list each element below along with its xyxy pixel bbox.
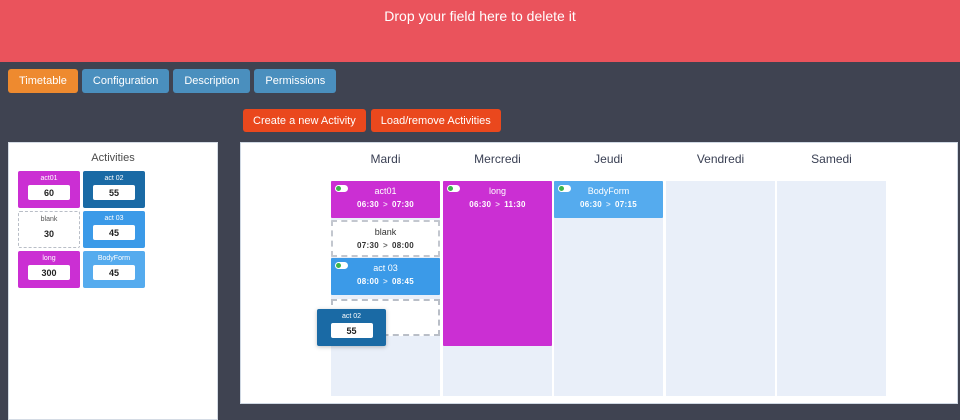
load-remove-activities-button[interactable]: Load/remove Activities: [370, 109, 501, 132]
dragging-activity-card-act-02[interactable]: act 02 55: [317, 309, 386, 346]
day-header-samedi: Samedi: [811, 152, 852, 166]
event-act01[interactable]: act01 06:30 >07:30: [331, 181, 440, 218]
tab-bar: Timetable Configuration Description Permiss…: [8, 69, 337, 93]
time-separator: >: [383, 277, 388, 286]
timetable-panel: Mardi act01 06:30 >07:30 blank 07:30 >08:00 act…: [240, 142, 958, 404]
event-end-time: 08:45: [391, 277, 414, 286]
day-header-mardi: Mardi: [370, 152, 401, 166]
activity-card-long[interactable]: long 300: [18, 251, 80, 288]
day-column-mercredi[interactable]: long 06:30 >11:30: [443, 181, 552, 396]
activities-panel: Activities act01 60 act 02 55 blank 30 act 03 4…: [8, 142, 218, 420]
toggle-switch-icon[interactable]: [335, 262, 348, 269]
activity-card-act-03[interactable]: act 03 45: [83, 211, 145, 248]
activity-duration-input[interactable]: 55: [93, 185, 135, 200]
event-title: long: [488, 186, 506, 196]
activity-card-bodyform[interactable]: BodyForm 45: [83, 251, 145, 288]
event-bodyform[interactable]: BodyForm 06:30 >07:15: [554, 181, 663, 218]
event-end-time: 11:30: [504, 200, 526, 209]
tab-label: Timetable: [19, 75, 67, 87]
event-title: blank: [374, 227, 397, 237]
event-start-time: 07:30: [357, 241, 379, 250]
tab-configuration[interactable]: Configuration: [81, 69, 170, 93]
activity-card-name: blank: [40, 216, 58, 223]
event-time-range: 08:00 >08:45: [331, 277, 440, 286]
day-header-vendredi: Vendredi: [696, 152, 745, 166]
event-start-time: 06:30: [357, 200, 379, 209]
activity-duration-input[interactable]: 60: [28, 185, 70, 200]
event-long[interactable]: long 06:30 >11:30: [443, 181, 552, 346]
event-time-range: 06:30 >07:30: [331, 200, 440, 209]
day-column-jeudi[interactable]: BodyForm 06:30 >07:15: [554, 181, 663, 396]
day-header-mercredi: Mercredi: [474, 152, 521, 166]
delete-drop-zone-label: Drop your field here to delete it: [384, 8, 576, 24]
activity-duration-input[interactable]: 30: [43, 228, 54, 239]
activity-card-name: act01: [40, 175, 58, 182]
event-end-time: 07:30: [391, 200, 414, 209]
dragging-card-name: act 02: [341, 313, 362, 320]
tab-description[interactable]: Description: [173, 69, 251, 93]
toolbar: Create a new Activity Load/remove Activi…: [243, 109, 501, 132]
toggle-knob: [336, 263, 341, 268]
event-title: BodyForm: [587, 186, 630, 196]
event-end-time: 07:15: [614, 200, 637, 209]
day-column-mardi[interactable]: act01 06:30 >07:30 blank 07:30 >08:00 act 03 08…: [331, 181, 440, 396]
activity-card-act-02[interactable]: act 02 55: [83, 171, 145, 208]
toggle-knob: [559, 186, 564, 191]
event-start-time: 06:30: [469, 200, 492, 209]
tab-label: Permissions: [265, 75, 326, 87]
event-end-time: 08:00: [391, 241, 414, 250]
event-time-range: 07:30 >08:00: [333, 241, 438, 250]
toggle-switch-icon[interactable]: [558, 185, 571, 192]
event-start-time: 08:00: [357, 277, 379, 286]
time-separator: >: [495, 200, 501, 209]
activity-duration-input[interactable]: 45: [93, 225, 135, 240]
activity-card-name: act 02: [104, 175, 124, 182]
activities-card-grid: act01 60 act 02 55 blank 30 act 03 45 long 300 Bod…: [9, 164, 217, 288]
delete-drop-zone[interactable]: Drop your field here to delete it: [0, 0, 960, 62]
toggle-knob: [448, 186, 453, 191]
activities-panel-title: Activities: [91, 152, 135, 164]
activity-duration-input[interactable]: 45: [93, 265, 135, 280]
toggle-switch-icon[interactable]: [447, 185, 460, 192]
event-title: act01: [374, 186, 397, 196]
event-blank[interactable]: blank 07:30 >08:00: [331, 220, 440, 257]
event-time-range: 06:30 >11:30: [443, 200, 552, 209]
event-title: act 03: [373, 263, 398, 273]
tab-label: Description: [184, 75, 240, 87]
create-activity-button[interactable]: Create a new Activity: [243, 109, 366, 132]
activity-card-name: long: [42, 255, 56, 262]
activity-card-name: BodyForm: [97, 255, 131, 262]
tab-permissions[interactable]: Permissions: [254, 69, 337, 93]
event-act-03[interactable]: act 03 08:00 >08:45: [331, 258, 440, 295]
tab-timetable[interactable]: Timetable: [8, 69, 78, 93]
day-column-samedi[interactable]: [777, 181, 886, 396]
activity-card-blank[interactable]: blank 30: [18, 211, 80, 248]
activity-card-act01[interactable]: act01 60: [18, 171, 80, 208]
toggle-switch-icon[interactable]: [335, 185, 348, 192]
activity-card-name: act 03: [104, 215, 124, 222]
event-time-range: 06:30 >07:15: [554, 200, 663, 209]
day-header-jeudi: Jeudi: [594, 152, 623, 166]
tab-label: Configuration: [92, 75, 159, 87]
time-separator: >: [606, 200, 611, 209]
toggle-knob: [336, 186, 341, 191]
activity-duration-input[interactable]: 300: [28, 265, 70, 280]
time-separator: >: [383, 241, 388, 250]
event-start-time: 06:30: [580, 200, 602, 209]
dragging-card-duration: 55: [330, 323, 373, 338]
time-separator: >: [383, 200, 388, 209]
day-column-vendredi[interactable]: [666, 181, 775, 396]
